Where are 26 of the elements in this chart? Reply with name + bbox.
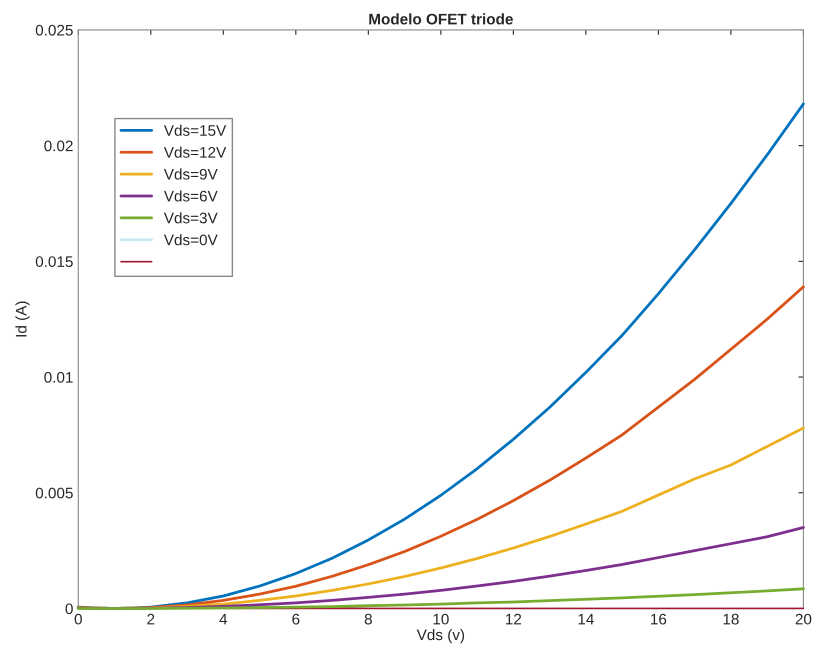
x-tick-label: 10: [434, 614, 449, 625]
x-tick-label: 8: [364, 614, 372, 625]
x-tick-label: 4: [219, 614, 228, 624]
legend-label: Vds=9V: [164, 168, 218, 180]
legend-label: Vds=3V: [164, 212, 218, 224]
legend-label: Vds=15V: [164, 124, 226, 136]
x-tick-label: 12: [506, 614, 522, 624]
y-tick-label: 0.025: [36, 24, 73, 36]
x-tick-label: 20: [796, 614, 812, 625]
x-tick-label: 18: [724, 614, 739, 625]
legend-label: Vds=6V: [164, 190, 218, 202]
chart-title: Modelo OFET triode: [369, 13, 513, 25]
x-tick-label: 14: [578, 614, 594, 624]
y-tick-label: 0.015: [36, 256, 73, 268]
y-tick-label: 0: [66, 603, 73, 614]
x-tick-label: 2: [147, 614, 154, 624]
x-tick-label: 0: [74, 614, 82, 625]
x-tick-label: 6: [292, 614, 300, 625]
x-tick-label: 16: [651, 614, 666, 625]
legend-label: Vds=12V: [164, 146, 226, 158]
y-axis-title: Id (A): [15, 301, 30, 336]
y-tick-label: 0.01: [44, 372, 73, 383]
legend-label: Vds=0V: [164, 234, 218, 246]
y-tick-label: 0.02: [44, 140, 73, 152]
x-axis-title: Vds (v): [416, 628, 464, 644]
y-tick-label: 0.005: [36, 488, 73, 498]
